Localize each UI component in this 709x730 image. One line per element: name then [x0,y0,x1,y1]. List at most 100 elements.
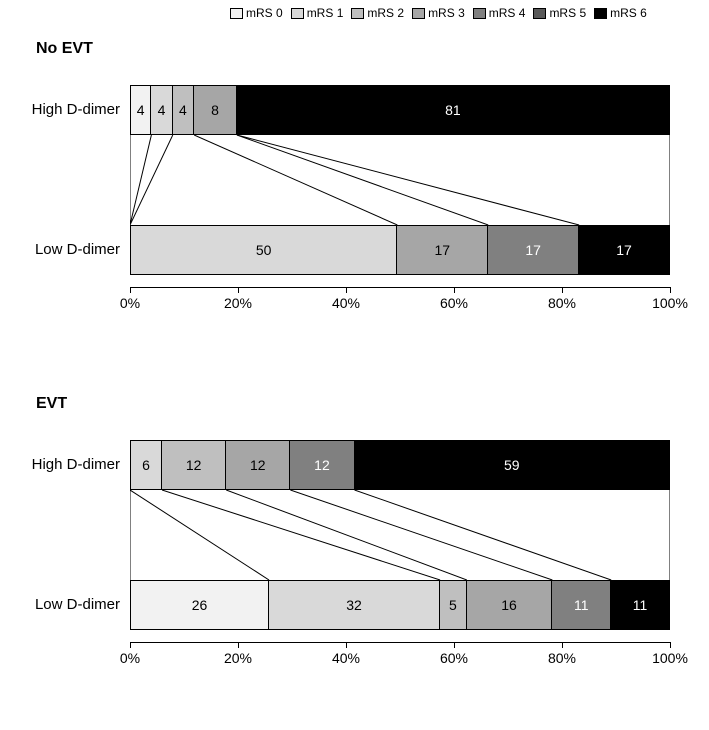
legend-label: mRS 2 [367,6,404,20]
plot-area: High D-dimer612121259Low D-dimer26325161… [130,425,670,660]
x-tick-label: 100% [652,295,688,311]
legend-swatch [291,8,304,19]
x-tick [562,287,563,293]
bar-segment: 4 [173,85,194,135]
bar-segment: 59 [355,440,670,490]
bar-segment: 17 [397,225,488,275]
connector-lines [130,490,670,580]
legend-label: mRS 1 [307,6,344,20]
bar-segment: 4 [130,85,151,135]
segment-value: 4 [137,102,145,118]
bar-segment: 12 [290,440,354,490]
bar-segment: 12 [226,440,290,490]
x-axis [130,287,670,288]
legend-label: mRS 6 [610,6,647,20]
legend-swatch [473,8,486,19]
legend-item: mRS 3 [412,6,465,20]
bar-segment: 5 [440,580,467,630]
page: { "legend": { "x": 230, "y": 6, "fontsiz… [0,0,709,730]
y-axis-label: Low D-dimer [10,241,120,258]
bar-segment: 12 [162,440,226,490]
segment-value: 4 [179,102,187,118]
legend-item: mRS 6 [594,6,647,20]
legend-swatch [230,8,243,19]
segment-value: 11 [633,597,648,613]
x-tick-label: 40% [332,650,360,666]
x-tick [670,287,671,293]
segment-value: 50 [256,242,272,258]
bar-segment: 11 [611,580,670,630]
x-tick [130,642,131,648]
bar-segment: 6 [130,440,162,490]
legend-item: mRS 0 [230,6,283,20]
x-tick [454,287,455,293]
stacked-bar: 26 32 5 16 11 11 [130,580,670,630]
x-tick [346,287,347,293]
legend-swatch [533,8,546,19]
bar-segment: 17 [488,225,579,275]
legend-item: mRS 1 [291,6,344,20]
bar-segment: 16 [467,580,553,630]
segment-value: 16 [501,597,517,613]
x-tick-label: 40% [332,295,360,311]
legend-label: mRS 4 [489,6,526,20]
connector-lines [130,135,670,225]
legend-swatch [412,8,425,19]
segment-value: 12 [250,457,266,473]
legend-label: mRS 5 [549,6,586,20]
bar-segment: 32 [269,580,440,630]
x-tick [346,642,347,648]
x-tick-label: 100% [652,650,688,666]
bar-segment: 4 [151,85,172,135]
legend-item: mRS 2 [351,6,404,20]
panel-title: No EVT [36,40,93,58]
y-axis-label: High D-dimer [10,456,120,473]
segment-value: 5 [449,597,457,613]
segment-value: 81 [445,102,461,118]
x-tick [130,287,131,293]
bar-segment: 17 [579,225,670,275]
legend-label: mRS 3 [428,6,465,20]
legend-item: mRS 5 [533,6,586,20]
x-tick [670,642,671,648]
bar-segment: 50 [130,225,397,275]
y-axis-label: High D-dimer [10,101,120,118]
legend: mRS 0 mRS 1 mRS 2 mRS 3 mRS 4 mRS 5 mRS 6 [230,6,647,20]
segment-value: 6 [142,457,150,473]
segment-value: 4 [158,102,166,118]
x-tick-label: 60% [440,650,468,666]
legend-item: mRS 4 [473,6,526,20]
x-tick [562,642,563,648]
x-tick-label: 0% [120,295,140,311]
segment-value: 26 [192,597,208,613]
legend-swatch [594,8,607,19]
segment-value: 12 [186,457,202,473]
bar-segment: 26 [130,580,269,630]
segment-value: 12 [314,457,330,473]
legend-label: mRS 0 [246,6,283,20]
plot-area: High D-dimer444881Low D-dimer501717170%2… [130,70,670,305]
x-tick [238,642,239,648]
bar-segment: 8 [194,85,237,135]
segment-value: 11 [574,597,589,613]
x-tick-label: 80% [548,650,576,666]
bar-segment: 11 [552,580,611,630]
legend-swatch [351,8,364,19]
x-tick-label: 80% [548,295,576,311]
x-tick [454,642,455,648]
stacked-bar: 6 12 12 12 59 [130,440,670,490]
x-axis [130,642,670,643]
x-tick [238,287,239,293]
panel-title: EVT [36,395,67,413]
segment-value: 59 [504,457,520,473]
y-axis-label: Low D-dimer [10,596,120,613]
bar-segment: 81 [237,85,670,135]
segment-value: 17 [434,242,450,258]
stacked-bar: 444881 [130,85,670,135]
x-tick-label: 60% [440,295,468,311]
stacked-bar: 50 17 17 17 [130,225,670,275]
segment-value: 17 [616,242,632,258]
x-tick-label: 0% [120,650,140,666]
segment-value: 32 [346,597,362,613]
x-tick-label: 20% [224,295,252,311]
